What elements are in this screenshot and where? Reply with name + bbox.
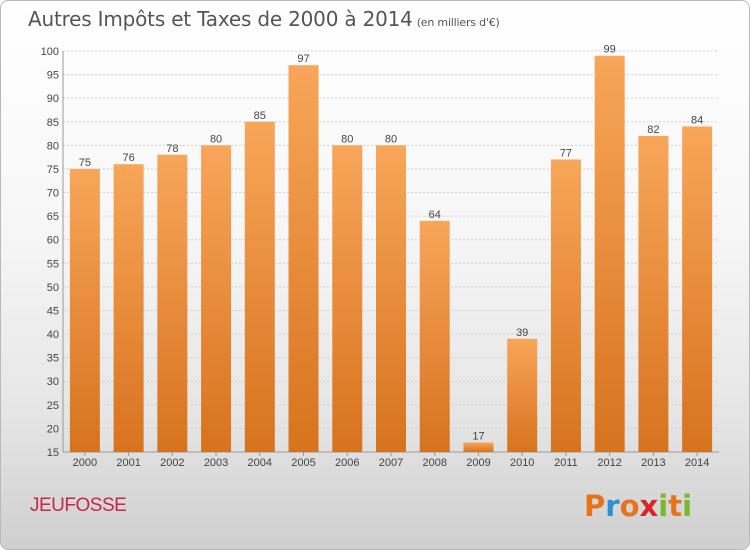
bar-2005[interactable]: [288, 65, 319, 452]
logo-letter: r: [605, 489, 620, 523]
x-tick-label: 2007: [379, 457, 403, 469]
bar-value-label: 76: [122, 152, 134, 164]
x-tick-label: 2002: [160, 457, 184, 469]
bar-2010[interactable]: [507, 338, 538, 452]
bar-2011[interactable]: [550, 159, 581, 452]
x-tick-label: 2014: [685, 457, 709, 469]
y-tick-label: 35: [47, 353, 59, 365]
x-tick-label: 2006: [335, 457, 359, 469]
y-tick-label: 80: [47, 140, 59, 152]
logo-letter: o: [619, 489, 640, 523]
bar-2013[interactable]: [638, 135, 669, 452]
y-tick-label: 90: [47, 93, 59, 105]
y-tick-label: 85: [47, 117, 59, 129]
y-tick-label: 70: [47, 188, 59, 200]
commune-name: JEUFOSSE: [30, 495, 127, 516]
logo-letter: t: [668, 489, 683, 523]
y-tick-label: 95: [47, 70, 59, 82]
y-tick-label: 100: [41, 46, 59, 58]
logo-letter: i: [658, 489, 669, 523]
y-tick-label: 60: [47, 235, 59, 247]
y-tick-label: 20: [47, 423, 59, 435]
proxiti-logo[interactable]: Proxiti: [584, 489, 692, 523]
bar-value-label: 80: [210, 133, 222, 145]
y-tick-label: 55: [47, 258, 59, 270]
bar-value-label: 80: [341, 133, 353, 145]
bars: 75 76 78 80 85 97 80 80 64 17 39 77 99 82 84: [69, 44, 713, 453]
chart-title: Autres Impôts et Taxes de 2000 à 2014 (en…: [28, 7, 500, 31]
x-tick-label: 2005: [291, 457, 315, 469]
bar-2012[interactable]: [594, 55, 625, 452]
bar-2004[interactable]: [244, 121, 275, 452]
bar-2014[interactable]: [682, 126, 713, 452]
x-tick-label: 2010: [510, 457, 534, 469]
x-tick-label: 2000: [73, 457, 97, 469]
bar-2002[interactable]: [157, 154, 188, 452]
bar-value-label: 80: [385, 133, 397, 145]
bar-2008[interactable]: [419, 220, 450, 452]
x-tick-label: 2013: [641, 457, 665, 469]
bar-value-label: 84: [691, 114, 703, 126]
bar-value-label: 77: [560, 148, 572, 160]
x-tick-label: 2009: [466, 457, 490, 469]
bar-value-label: 82: [647, 124, 659, 136]
x-tick-label: 2008: [422, 457, 446, 469]
bar-2009[interactable]: [463, 442, 494, 452]
bar-2000[interactable]: [69, 168, 100, 453]
bar-2001[interactable]: [113, 164, 144, 453]
y-tick-label: 15: [47, 447, 59, 459]
y-tick-label: 50: [47, 282, 59, 294]
bar-value-label: 75: [79, 157, 91, 169]
logo-letter: x: [639, 489, 659, 523]
bar-2007[interactable]: [376, 145, 406, 452]
y-tick-label: 45: [47, 305, 59, 317]
x-tick-label: 2004: [248, 457, 272, 469]
x-tick-label: 2001: [116, 457, 140, 469]
bar-2003[interactable]: [201, 145, 232, 452]
y-tick-label: 30: [47, 376, 59, 388]
logo-letter: i: [682, 489, 693, 523]
chart-title-text: Autres Impôts et Taxes de 2000 à 2014: [28, 7, 413, 31]
x-tick-label: 2012: [597, 457, 621, 469]
x-tick-label: 2011: [554, 457, 578, 469]
y-tick-label: 65: [47, 211, 59, 223]
bar-value-label: 99: [604, 44, 616, 56]
logo-letter: P: [584, 489, 606, 523]
bar-value-label: 97: [297, 53, 309, 65]
bar-value-label: 64: [429, 209, 441, 221]
bar-value-label: 85: [254, 110, 266, 122]
x-tick-label: 2003: [204, 457, 228, 469]
y-tick-label: 75: [47, 164, 59, 176]
bar-value-label: 39: [516, 327, 528, 339]
y-tick-label: 40: [47, 329, 59, 341]
y-axis: 15 20 25 30 35 40 45 50 55 60 65 70 75 80 85 90 95 100: [41, 46, 719, 459]
bar-value-label: 78: [166, 143, 178, 155]
bar-2006[interactable]: [332, 145, 363, 452]
x-axis: 2000 2001 2002 2003 2004 2005 2006 2007 2008 2009…: [73, 452, 709, 469]
chart-subtitle: (en milliers d'€): [416, 16, 500, 29]
y-tick-label: 25: [47, 400, 59, 412]
bar-value-label: 17: [472, 431, 484, 443]
